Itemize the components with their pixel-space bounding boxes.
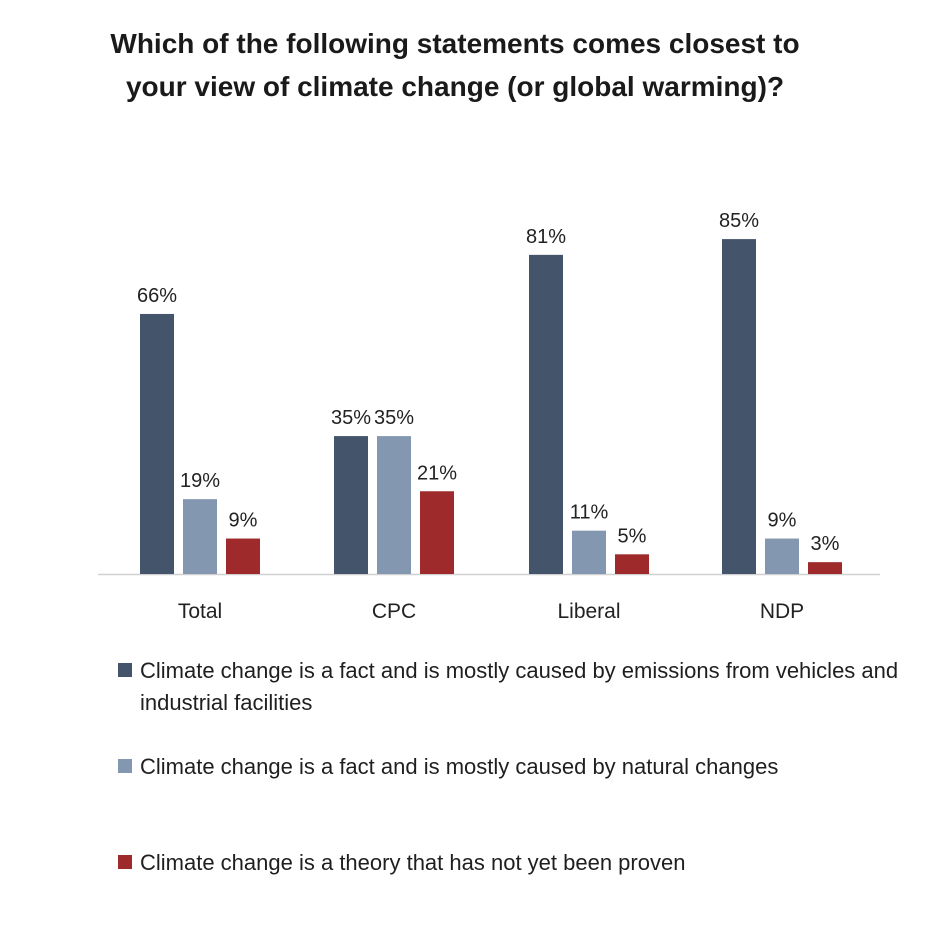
data-label-cpc-theory: 21% <box>417 462 457 484</box>
category-label-liberal: Liberal <box>557 600 620 623</box>
bar-cpc-emissions <box>334 436 368 574</box>
legend-swatch-natural <box>118 759 132 773</box>
bar-cpc-theory <box>420 491 454 574</box>
bar-chart-plot: 66% 19% 9% Total 35% 35% 21% CPC 81% 11% 5% Liberal… <box>98 210 880 623</box>
legend-label-theory: Climate change is a theory that has not … <box>140 850 686 875</box>
legend-item-emissions: Climate change is a fact and is mostly c… <box>118 655 900 719</box>
legend-swatch-emissions <box>118 663 132 677</box>
category-label-total: Total <box>178 600 222 623</box>
bar-total-natural <box>183 499 217 574</box>
bar-cpc-natural <box>377 436 411 574</box>
data-label-cpc-emissions: 35% <box>331 407 371 429</box>
legend-swatch-theory <box>118 855 132 869</box>
data-label-liberal-theory: 5% <box>618 525 647 547</box>
data-label-total-theory: 9% <box>229 510 258 532</box>
data-label-ndp-natural: 9% <box>768 510 797 532</box>
bar-liberal-emissions <box>529 254 563 575</box>
data-label-total-natural: 19% <box>180 470 220 492</box>
data-label-total-emissions: 66% <box>137 285 177 307</box>
category-label-ndp: NDP <box>760 600 804 623</box>
bar-liberal-natural <box>572 530 606 574</box>
legend-label-emissions: Climate change is a fact and is mostly c… <box>140 658 899 715</box>
bar-ndp-natural <box>765 538 799 574</box>
data-label-liberal-emissions: 81% <box>526 226 566 248</box>
bar-total-emissions <box>140 313 174 574</box>
data-label-liberal-natural: 11% <box>570 502 609 524</box>
data-label-cpc-natural: 35% <box>374 407 414 429</box>
data-label-ndp-emissions: 85% <box>719 210 759 232</box>
legend-label-natural: Climate change is a fact and is mostly c… <box>140 754 779 779</box>
data-label-ndp-theory: 3% <box>811 533 840 555</box>
legend-item-natural: Climate change is a fact and is mostly c… <box>118 751 900 783</box>
bar-ndp-theory <box>808 562 842 574</box>
bar-liberal-theory <box>615 554 649 574</box>
chart-title: Which of the following statements comes … <box>110 28 800 102</box>
legend-item-theory: Climate change is a theory that has not … <box>118 847 900 879</box>
bar-total-theory <box>226 538 260 574</box>
bar-ndp-emissions <box>722 239 756 574</box>
category-label-cpc: CPC <box>372 600 416 623</box>
